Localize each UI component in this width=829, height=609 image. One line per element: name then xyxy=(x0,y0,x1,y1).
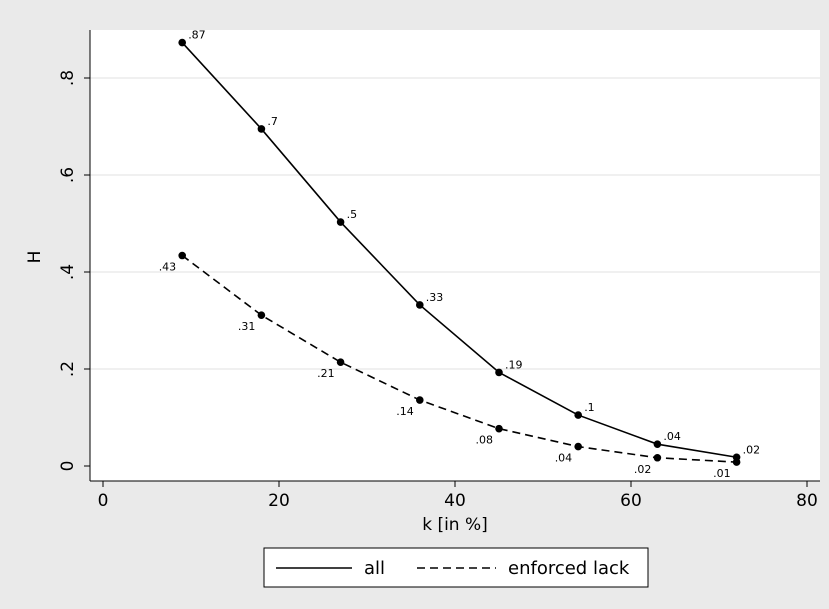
axes: 0 20 40 60 80 0 .2 .4 .6 .8 xyxy=(58,30,820,511)
point-enforced-lack-1 xyxy=(257,311,266,319)
point-all-6 xyxy=(653,440,662,448)
y-tick-label-1: .2 xyxy=(58,361,78,377)
data-label-enforced-lack-6: .02 xyxy=(634,463,652,476)
data-label-all-2: .5 xyxy=(347,208,358,221)
data-label-enforced-lack-4: .08 xyxy=(476,434,494,447)
point-enforced-lack-4 xyxy=(495,424,503,433)
data-label-enforced-lack-5: .04 xyxy=(555,452,573,465)
point-all-1 xyxy=(257,125,266,133)
point-all-3 xyxy=(416,301,424,309)
y-tick-label-2: .4 xyxy=(58,264,78,280)
y-axis-title: H xyxy=(25,251,45,264)
x-tick-label-1: 20 xyxy=(268,491,290,511)
point-enforced-lack-2 xyxy=(336,358,345,367)
series-line-enforced-lack xyxy=(181,254,737,463)
data-label-all-0: .87 xyxy=(188,29,206,42)
point-enforced-lack-3 xyxy=(416,396,424,404)
point-all-5 xyxy=(574,411,582,419)
x-tick-label-4: 80 xyxy=(796,491,818,511)
plot-area xyxy=(90,30,820,481)
data-label-all-1: .7 xyxy=(267,115,278,128)
point-all-0 xyxy=(178,38,186,47)
y-tick-label-4: .8 xyxy=(58,70,78,86)
data-label-enforced-lack-1: .31 xyxy=(238,320,256,333)
y-tick-label-0: 0 xyxy=(58,461,78,472)
x-axis-title: k [in %] xyxy=(422,515,488,535)
series-line-all xyxy=(181,42,737,459)
point-enforced-lack-0 xyxy=(178,251,186,260)
point-enforced-lack-5 xyxy=(574,442,582,451)
x-tick-label-2: 40 xyxy=(444,491,466,511)
data-label-all-5: .1 xyxy=(584,401,595,414)
data-label-enforced-lack-0: .43 xyxy=(159,261,177,274)
x-tick-label-3: 60 xyxy=(620,491,642,511)
point-enforced-lack-6 xyxy=(653,453,662,462)
data-label-all-7: .02 xyxy=(743,443,761,456)
point-enforced-lack-7 xyxy=(732,458,741,466)
data-label-all-4: .19 xyxy=(505,358,523,371)
data-label-all-3: .33 xyxy=(426,291,444,304)
data-label-enforced-lack-3: .14 xyxy=(396,405,414,418)
data-label-all-6: .04 xyxy=(663,430,681,443)
data-label-enforced-lack-7: .01 xyxy=(713,467,731,480)
x-tick-label-0: 0 xyxy=(98,491,109,511)
legend-label-all: all xyxy=(364,558,385,579)
legend-label-enforced-lack: enforced lack xyxy=(508,558,630,579)
legend: all enforced lack xyxy=(263,547,649,588)
data-label-enforced-lack-2: .21 xyxy=(317,367,335,380)
y-tick-label-3: .6 xyxy=(58,167,78,183)
series-layer: .87 .7 .5 .33 .19 .1 .04 .02 .43 .31 .21 .14 .08 .04.… xyxy=(159,29,760,481)
point-all-4 xyxy=(495,368,503,377)
gridlines xyxy=(90,77,820,370)
point-all-2 xyxy=(336,218,345,226)
